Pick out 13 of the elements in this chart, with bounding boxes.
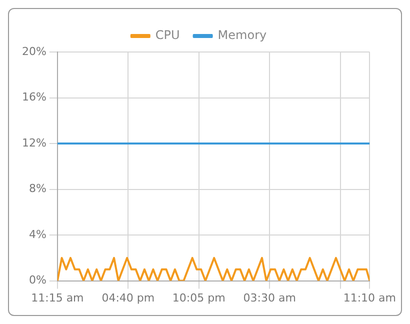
legend-label: Memory	[218, 28, 267, 42]
y-tick-label: 20%	[22, 44, 46, 58]
legend-label: CPU	[155, 28, 180, 42]
x-tick-label: 04:40 pm	[102, 291, 155, 304]
y-tick-label: 16%	[22, 90, 46, 104]
x-tick-label: 03:30 am	[243, 291, 296, 304]
y-tick-label: 12%	[22, 136, 46, 150]
y-tick-label: 4%	[28, 228, 46, 241]
y-tick-label: 8%	[28, 182, 46, 196]
x-tick-label: 10:05 pm	[172, 291, 226, 304]
x-tick-label: 11:15 am	[31, 291, 84, 304]
x-tick-label: 11:10 am	[343, 291, 396, 304]
y-tick-label: 0%	[28, 274, 46, 287]
